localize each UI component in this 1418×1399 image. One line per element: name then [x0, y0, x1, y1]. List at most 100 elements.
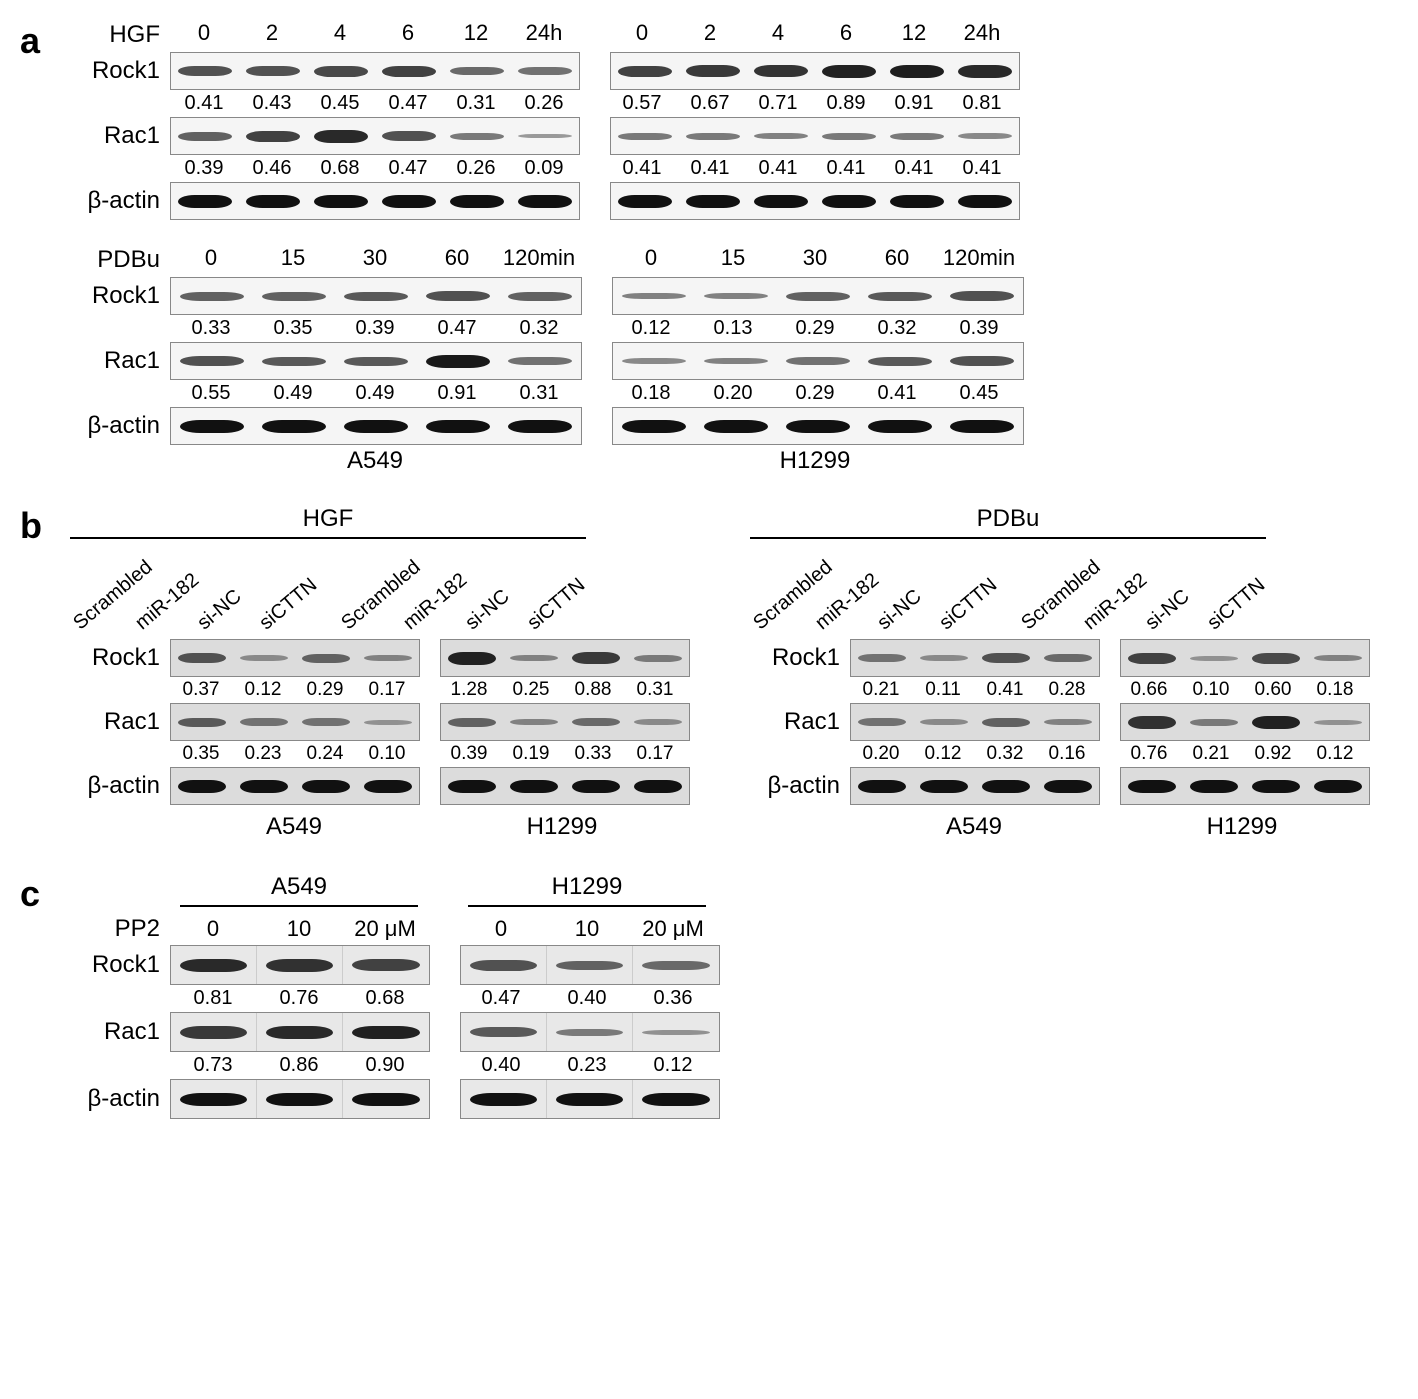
timepoint-label: 2: [238, 20, 306, 46]
timepoint-label: 0: [610, 245, 692, 271]
blot-lane: [777, 408, 859, 444]
panel-b-letter: b: [20, 505, 42, 547]
western-blot: [440, 703, 690, 741]
blot-lane: [913, 704, 975, 740]
blot-lane: [941, 343, 1023, 379]
blot-lane: [611, 183, 679, 219]
quant-value: 0.76: [1118, 743, 1180, 765]
blot-lane: [171, 118, 239, 154]
quant-value: 0.29: [774, 317, 856, 340]
quant-value: 0.45: [306, 92, 374, 115]
quant-value: 0.40: [458, 1054, 544, 1077]
blot-lane: [233, 768, 295, 804]
timepoint-label: 4: [744, 20, 812, 46]
dose-label: 0: [170, 916, 256, 942]
western-blot: [440, 767, 690, 805]
quant-value: 0.33: [170, 317, 252, 340]
quant-value: 0.18: [1304, 679, 1366, 701]
quant-value: 0.57: [608, 92, 676, 115]
blot-lane: [295, 704, 357, 740]
blot-lane: [171, 278, 253, 314]
blot-lane: [747, 53, 815, 89]
blot-lane: [679, 183, 747, 219]
panel-c: c A549H1299PP201020 μM01020 μMRock10.810…: [20, 873, 1398, 1119]
quant-value: 0.91: [416, 382, 498, 405]
treatment-title: PDBu: [750, 505, 1266, 533]
quant-value: 0.47: [374, 92, 442, 115]
blot-lane: [1183, 704, 1245, 740]
blot-lane: [335, 408, 417, 444]
blot-lane: [1245, 768, 1307, 804]
quant-value: 0.41: [676, 157, 744, 180]
quant-value: 0.13: [692, 317, 774, 340]
blot-lane: [503, 768, 565, 804]
dose-label: 20 μM: [342, 916, 428, 942]
panel-a: a HGF02461224h02461224hRock10.410.430.45…: [20, 20, 1398, 475]
condition-label: si-NC: [873, 585, 926, 635]
protein-label: β-actin: [70, 1085, 170, 1113]
quant-value: 0.33: [562, 743, 624, 765]
cell-line-label: H1299: [610, 447, 1020, 475]
quant-value: 0.41: [948, 157, 1016, 180]
blot-lane: [565, 640, 627, 676]
western-blot: [1120, 703, 1370, 741]
quant-value: 0.76: [256, 987, 342, 1010]
blot-lane: [1037, 640, 1099, 676]
blot-lane: [777, 278, 859, 314]
quant-value: 0.32: [498, 317, 580, 340]
quant-value: 0.35: [170, 743, 232, 765]
timepoint-label: 30: [774, 245, 856, 271]
blot-lane: [883, 53, 951, 89]
quant-value: 0.11: [912, 679, 974, 701]
blot-lane: [613, 343, 695, 379]
treatment-title: HGF: [70, 505, 586, 533]
panel-a-content: HGF02461224h02461224hRock10.410.430.450.…: [70, 20, 1398, 475]
blot-lane: [975, 704, 1037, 740]
blot-lane: [295, 768, 357, 804]
quant-value: 0.19: [500, 743, 562, 765]
quant-value: 0.91: [880, 92, 948, 115]
blot-lane: [295, 640, 357, 676]
western-blot: [460, 1012, 720, 1052]
quant-value: 0.47: [458, 987, 544, 1010]
blot-lane: [375, 53, 443, 89]
blot-lane: [417, 278, 499, 314]
dose-label: 10: [544, 916, 630, 942]
blot-lane: [253, 278, 335, 314]
western-blot: [170, 767, 420, 805]
protein-label: Rac1: [750, 704, 850, 740]
quant-value: 0.12: [610, 317, 692, 340]
blot-lane: [941, 278, 1023, 314]
western-blot: [170, 52, 580, 90]
quant-value: 0.47: [416, 317, 498, 340]
quant-value: 0.37: [170, 679, 232, 701]
blot-lane: [951, 183, 1019, 219]
timepoint-label: 6: [812, 20, 880, 46]
blot-lane: [951, 118, 1019, 154]
western-blot: [170, 639, 420, 677]
blot-lane: [343, 946, 429, 984]
blot-lane: [233, 640, 295, 676]
blot-lane: [171, 1080, 257, 1118]
quant-value: 0.71: [744, 92, 812, 115]
blot-lane: [307, 53, 375, 89]
panel-a-group: PDBu0153060120min0153060120minRock10.330…: [70, 245, 1398, 475]
quant-value: 0.55: [170, 382, 252, 405]
blot-lane: [913, 640, 975, 676]
western-blot: [612, 277, 1024, 315]
blot-lane: [1037, 704, 1099, 740]
timepoint-label: 60: [416, 245, 498, 271]
quant-value: 0.10: [1180, 679, 1242, 701]
blot-lane: [343, 1080, 429, 1118]
blot-lane: [633, 1013, 719, 1051]
blot-lane: [511, 183, 579, 219]
western-blot: [170, 117, 580, 155]
quant-value: 0.21: [1180, 743, 1242, 765]
quant-value: 0.32: [856, 317, 938, 340]
blot-lane: [1307, 768, 1369, 804]
blot-lane: [883, 118, 951, 154]
blot-lane: [233, 704, 295, 740]
western-blot: [170, 342, 582, 380]
quant-value: 0.28: [1036, 679, 1098, 701]
quant-value: 0.36: [630, 987, 716, 1010]
